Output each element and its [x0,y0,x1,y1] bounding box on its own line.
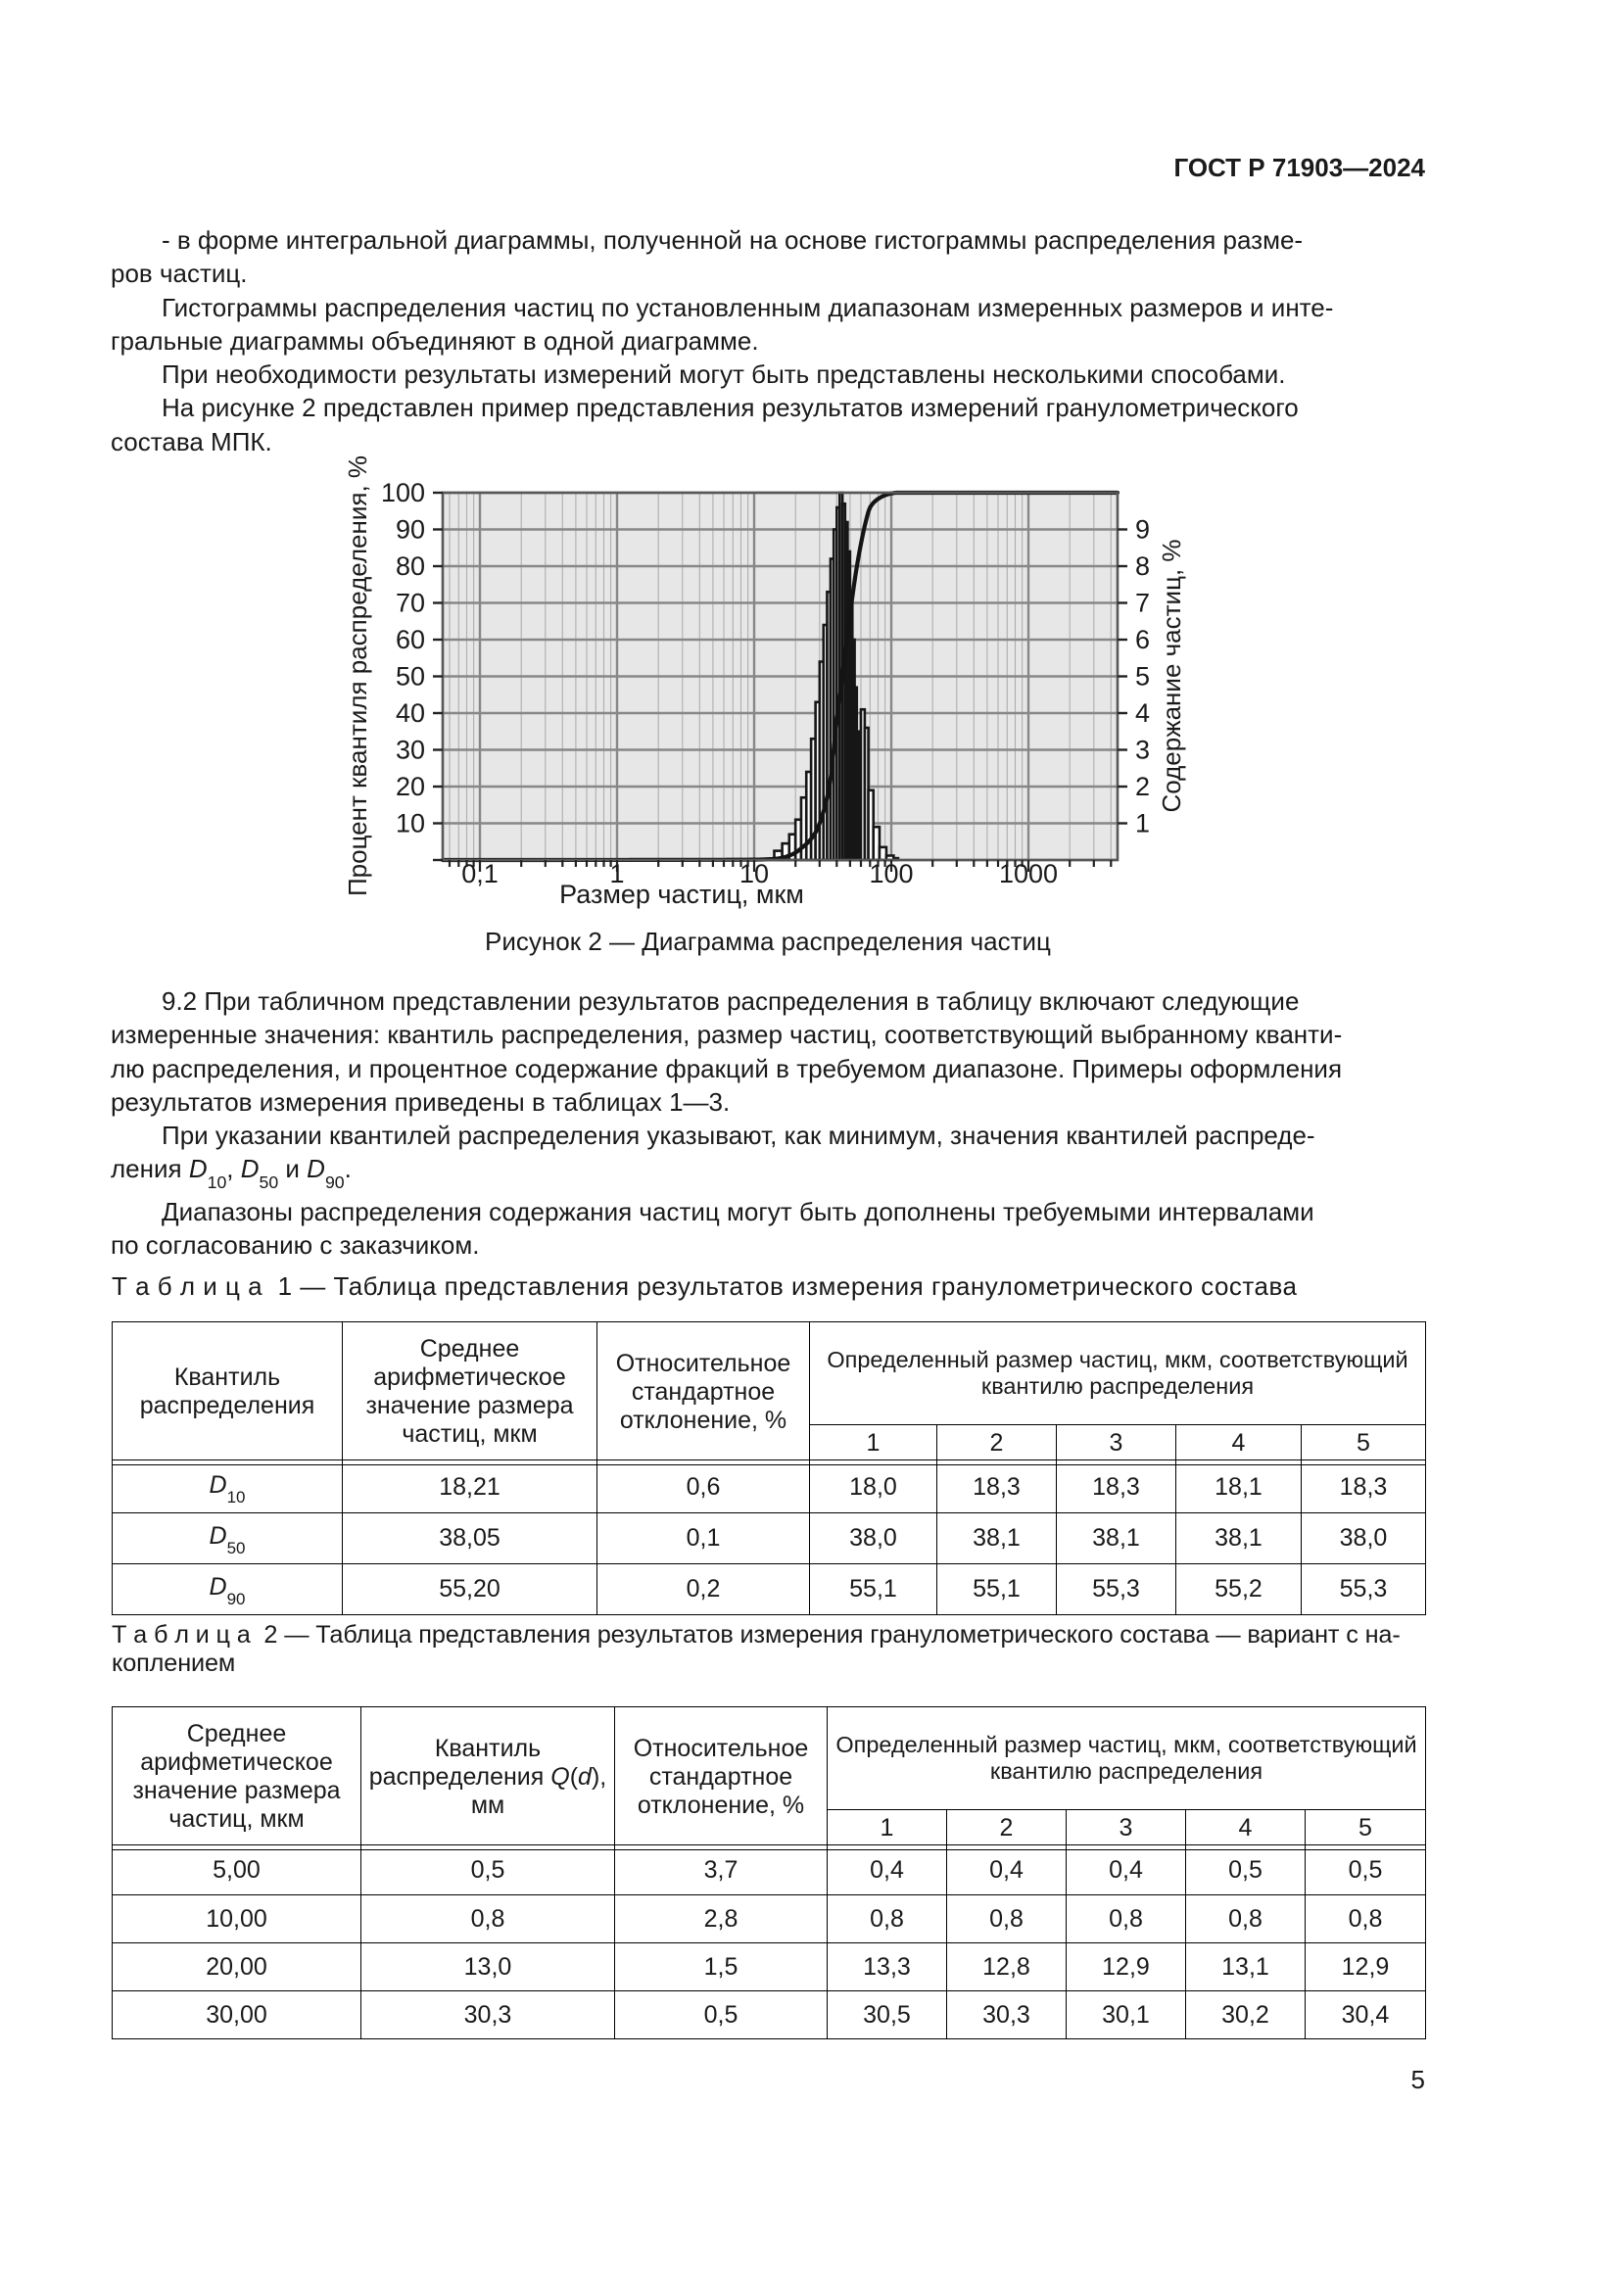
svg-text:60: 60 [396,625,425,654]
svg-text:1: 1 [1135,809,1150,838]
svg-text:0,1: 0,1 [461,859,499,888]
svg-text:1000: 1000 [999,859,1058,888]
svg-text:30: 30 [396,736,425,765]
svg-text:10: 10 [396,809,425,838]
svg-text:3: 3 [1135,736,1150,765]
svg-text:70: 70 [396,589,425,618]
svg-text:50: 50 [396,662,425,692]
svg-text:Содержание частиц, %: Содержание частиц, % [1157,539,1186,812]
svg-text:5: 5 [1135,662,1150,692]
svg-text:Размер частиц, мкм: Размер частиц, мкм [559,880,804,909]
svg-text:7: 7 [1135,589,1150,618]
svg-text:4: 4 [1135,698,1150,728]
svg-text:9: 9 [1135,515,1150,545]
svg-text:Процент квантиля распределения: Процент квантиля распределения, % [343,455,372,896]
svg-text:20: 20 [396,772,425,801]
svg-text:40: 40 [396,698,425,728]
svg-text:90: 90 [396,515,425,545]
svg-text:6: 6 [1135,625,1150,654]
svg-text:2: 2 [1135,772,1150,801]
svg-text:80: 80 [396,551,425,581]
svg-text:100: 100 [869,859,913,888]
svg-text:100: 100 [381,478,425,507]
svg-text:8: 8 [1135,551,1150,581]
